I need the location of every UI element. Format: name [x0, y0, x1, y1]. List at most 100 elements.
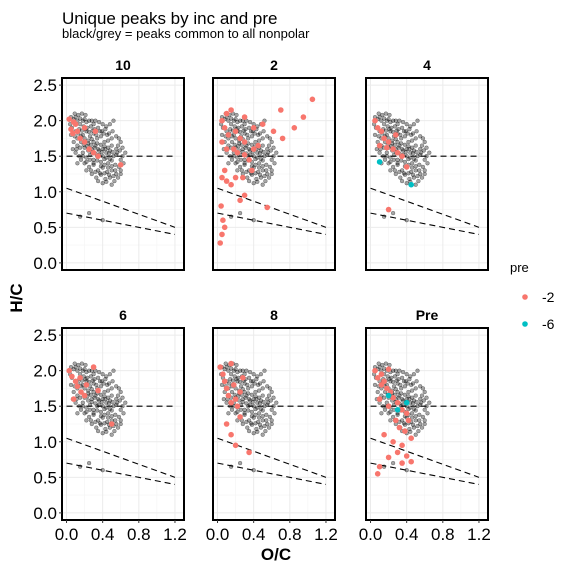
unique-peak-point [408, 435, 415, 442]
common-peak-point [229, 464, 234, 469]
common-peak-point [398, 175, 403, 180]
common-peak-point [229, 122, 234, 127]
common-peak-point [399, 386, 404, 391]
common-peak-point [427, 150, 432, 155]
common-peak-point [372, 382, 378, 387]
unique-peak-point [219, 231, 225, 238]
common-peak-point [99, 399, 104, 405]
common-peak-point [268, 398, 273, 403]
common-peak-point [410, 138, 415, 143]
common-peak-point [257, 422, 263, 427]
common-peak-point [95, 429, 101, 434]
unique-peak-point [70, 130, 76, 137]
common-peak-point [404, 122, 409, 127]
unique-peak-point [90, 364, 97, 370]
common-peak-point [254, 397, 259, 402]
common-peak-point [401, 119, 406, 125]
unique-peak-point [396, 424, 403, 431]
x-tick-label: 0.8 [278, 525, 302, 544]
common-peak-point [261, 399, 266, 405]
common-peak-point [384, 154, 389, 159]
unique-peak-point [403, 399, 410, 406]
common-peak-point [393, 387, 398, 392]
common-peak-point [271, 154, 276, 159]
common-peak-point [238, 211, 243, 216]
unique-peak-point [376, 159, 383, 165]
common-peak-point [71, 389, 76, 395]
common-peak-point [419, 425, 425, 430]
common-peak-point [77, 145, 83, 150]
legend-entry: -2 [522, 289, 555, 305]
unique-peak-point [74, 128, 81, 135]
common-peak-point [407, 147, 412, 152]
unique-peak-point [232, 442, 239, 449]
common-peak-point [238, 407, 244, 412]
common-peak-point [257, 388, 262, 393]
common-peak-point [84, 409, 89, 414]
unique-peak-point [223, 385, 230, 392]
common-peak-point [86, 414, 92, 419]
common-peak-point [248, 370, 253, 375]
unique-peak-point [408, 181, 415, 188]
common-peak-point [89, 171, 94, 177]
common-peak-point [91, 412, 96, 417]
unique-peak-point [385, 392, 392, 399]
common-peak-point [405, 131, 410, 136]
x-tick-label: 0.0 [359, 525, 383, 544]
common-peak-point [422, 389, 427, 395]
common-peak-point [260, 432, 265, 437]
common-peak-point [106, 401, 112, 406]
common-peak-point [258, 407, 263, 412]
unique-peak-point [237, 135, 243, 142]
common-peak-point [91, 372, 96, 377]
x-tick-label: 0.8 [127, 525, 151, 544]
common-peak-point [247, 429, 252, 434]
common-peak-point [89, 399, 94, 405]
common-peak-point [73, 150, 78, 155]
common-peak-point [243, 145, 248, 150]
common-peak-point [257, 138, 262, 143]
common-peak-point [257, 401, 263, 406]
unique-peak-point [66, 116, 72, 122]
common-peak-point [234, 362, 239, 368]
common-peak-point [267, 386, 272, 391]
facet-strip-label: 2 [270, 57, 278, 73]
common-peak-point [77, 464, 83, 469]
legend-label: -6 [542, 316, 555, 332]
common-peak-point [257, 415, 262, 420]
x-tick-label: 1.2 [163, 525, 187, 544]
common-peak-point [244, 401, 249, 406]
common-peak-point [418, 152, 423, 157]
common-peak-point [416, 179, 421, 184]
common-peak-point [392, 142, 397, 147]
common-peak-point [115, 175, 121, 180]
common-peak-point [253, 412, 258, 417]
common-peak-point [395, 161, 400, 166]
x-tick-label: 0.0 [55, 525, 79, 544]
common-peak-point [376, 134, 381, 139]
common-peak-point [219, 382, 225, 387]
common-peak-point [110, 129, 115, 134]
unique-peaks [66, 116, 124, 168]
unique-peak-point [390, 439, 396, 445]
unique-peak-point [74, 383, 81, 390]
common-peak-point [260, 182, 265, 187]
common-peak-point [77, 404, 82, 409]
common-peak-point [263, 179, 268, 184]
unique-peak-point [232, 128, 239, 135]
common-peak-point [226, 368, 231, 373]
unique-peaks [372, 117, 415, 213]
common-peak-point [75, 368, 80, 373]
unique-peak-point [385, 366, 392, 373]
common-peak-point [245, 382, 250, 387]
common-peak-point [266, 175, 272, 180]
common-peak-point [98, 414, 103, 419]
unique-peak-point [241, 192, 248, 199]
common-peak-point [235, 159, 240, 164]
common-peak-point [261, 149, 266, 155]
unique-peak-point [241, 152, 248, 158]
panel-border [61, 77, 185, 271]
unique-peak-point [86, 146, 92, 152]
common-peak-point [413, 418, 418, 423]
